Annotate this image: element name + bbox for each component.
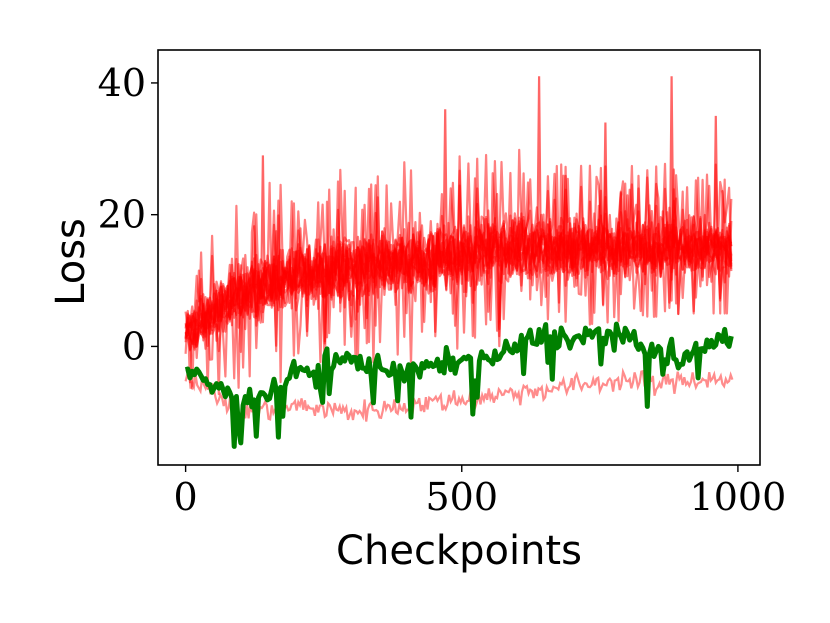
x-axis-title: Checkpoints — [336, 528, 582, 574]
red-spike — [668, 76, 675, 248]
red-spike — [442, 109, 448, 257]
green-series-line — [184, 321, 734, 449]
x-tick-label: 0 — [174, 475, 198, 519]
x-tick-label: 1000 — [690, 475, 787, 519]
y-tick-label: 40 — [98, 61, 146, 105]
y-tick-label: 0 — [122, 324, 146, 368]
x-tick-label: 500 — [425, 475, 498, 519]
plot-data-layer — [184, 76, 734, 449]
axes-layer: 0 500 1000 0 20 40 — [98, 61, 787, 519]
red-spike — [602, 122, 609, 248]
red-spike — [536, 76, 542, 248]
red-spike — [260, 155, 266, 286]
y-axis-title: Loss — [48, 218, 94, 306]
red-series-line — [184, 168, 733, 384]
red-spike — [713, 115, 719, 248]
y-tick-label: 20 — [98, 193, 146, 237]
plot-frame — [157, 49, 761, 466]
